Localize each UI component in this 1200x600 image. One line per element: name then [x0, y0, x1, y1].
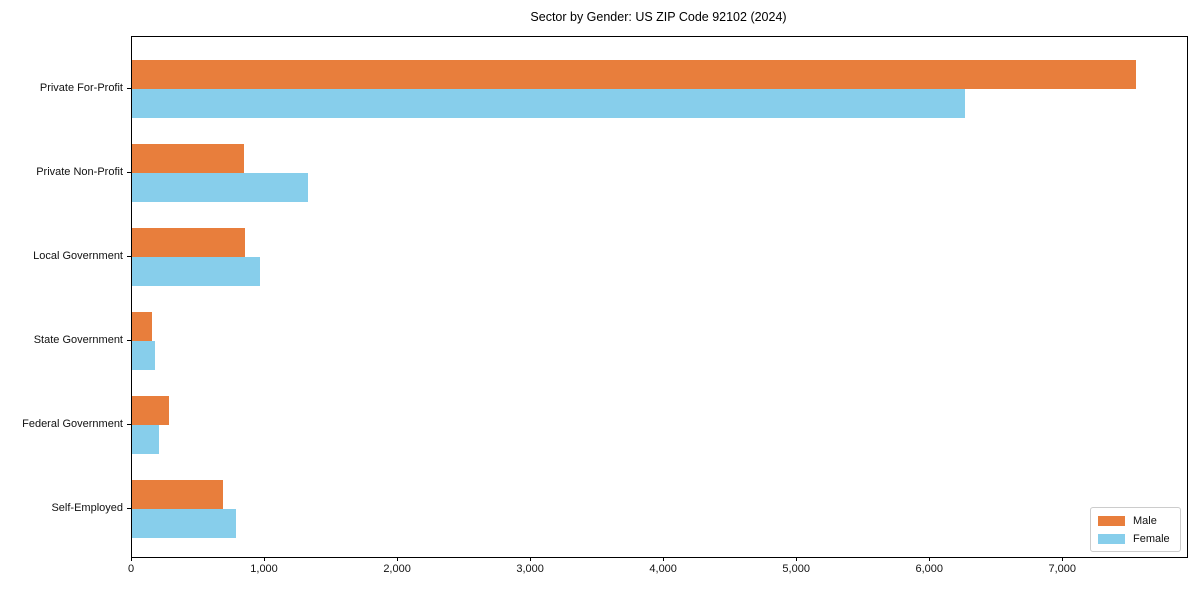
bar-female [132, 89, 965, 118]
x-tick-mark [663, 557, 665, 561]
y-tick-mark [127, 172, 131, 173]
bar-female [132, 257, 260, 286]
bar-female [132, 509, 236, 538]
legend: Male Female [1090, 507, 1181, 552]
x-tick-mark [929, 557, 931, 561]
bar-male [132, 60, 1137, 89]
x-tick-label: 5,000 [782, 563, 810, 575]
y-tick-mark [127, 88, 131, 89]
x-tick-mark [530, 557, 532, 561]
chart-title: Sector by Gender: US ZIP Code 92102 (202… [530, 10, 787, 24]
legend-item-female: Female [1098, 532, 1173, 546]
bar-female [132, 173, 308, 202]
bar-male [132, 228, 246, 257]
x-tick-mark [131, 557, 132, 561]
y-tick-label: Local Government [33, 250, 123, 262]
x-tick-label: 0 [127, 563, 135, 575]
x-tick-mark [397, 557, 399, 561]
x-tick-label: 3,000 [516, 563, 544, 575]
bar-male [132, 396, 170, 425]
x-tick-mark [796, 557, 798, 561]
legend-swatch-female [1098, 533, 1125, 544]
bar-male [132, 144, 244, 173]
x-tick-label: 4,000 [649, 563, 677, 575]
legend-swatch-male [1098, 515, 1125, 526]
bar-female [132, 425, 159, 454]
y-tick-label: State Government [33, 334, 123, 346]
legend-label: Male [1133, 514, 1157, 527]
x-tick-mark [1062, 557, 1064, 561]
x-tick-label: 1,000 [250, 563, 278, 575]
bar-female [132, 341, 155, 370]
y-tick-label: Private Non-Profit [36, 166, 123, 178]
legend-item-male: Male [1098, 514, 1173, 528]
x-tick-mark [264, 557, 266, 561]
x-tick-label: 2,000 [383, 563, 411, 575]
y-tick-mark [127, 340, 131, 341]
y-tick-label: Self-Employed [51, 502, 123, 514]
plot-area [131, 36, 1188, 558]
x-tick-label: 6,000 [915, 563, 943, 575]
x-tick-label: 7,000 [1048, 563, 1077, 575]
y-tick-mark [127, 256, 131, 257]
bar-male [132, 480, 223, 509]
y-tick-mark [127, 508, 131, 509]
bar-male [132, 312, 152, 341]
y-tick-mark [127, 424, 131, 425]
y-tick-label: Federal Government [22, 418, 123, 430]
legend-label: Female [1133, 532, 1170, 545]
y-tick-label: Private For-Profit [39, 82, 123, 94]
